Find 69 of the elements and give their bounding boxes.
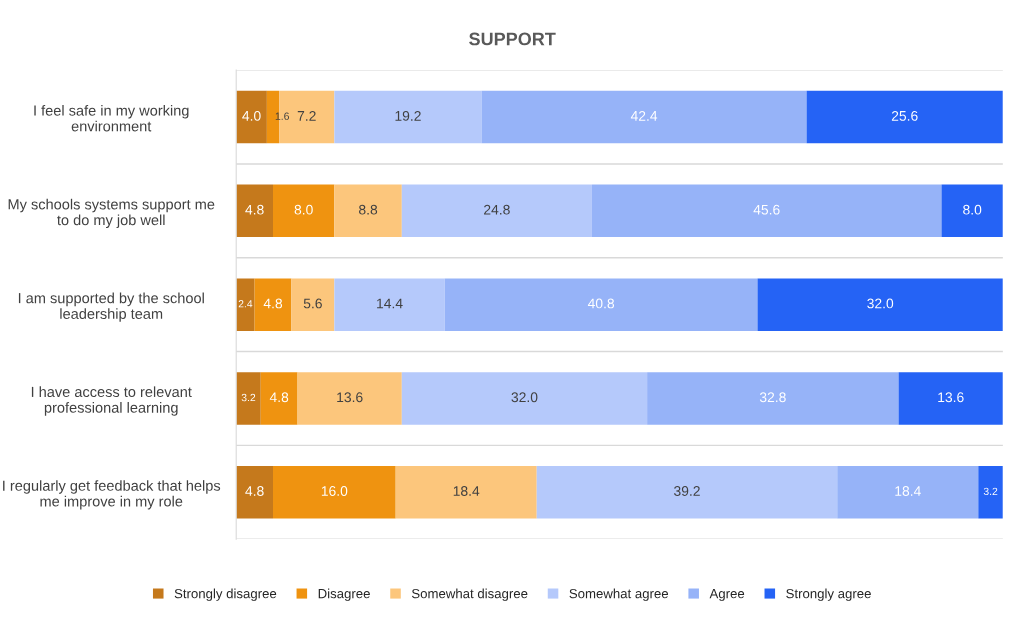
data-label: 7.2 [297,110,316,121]
legend-label: Strongly agree [786,588,871,601]
data-label: 8.8 [359,204,378,215]
y-tick-label: I am supported by the school leadership team [18,292,204,322]
data-label: 32.0 [867,298,894,309]
bar [273,465,396,519]
data-label: 3.2 [983,487,998,496]
legend-label: Disagree [318,588,370,601]
bar [236,465,274,519]
data-label: 42.4 [630,110,658,121]
data-label: 13.6 [337,392,363,403]
legend-label: Agree [709,589,745,601]
bar [837,465,979,519]
data-label: 18.4 [453,486,480,496]
data-label: 14.4 [377,298,403,309]
bar [291,278,335,331]
y-tick-label: I feel safe in my working environment [34,104,189,132]
bar [591,184,942,238]
bar [806,90,1003,144]
y-tick-label: I have access to relevant professional learning [31,386,192,416]
bar [334,90,482,144]
data-label: 25.6 [891,110,918,121]
data-label: 40.8 [587,298,615,309]
data-label: 18.4 [895,486,921,496]
bar [297,372,402,425]
data-label: 24.8 [484,204,510,215]
data-label: 32.8 [759,392,786,403]
legend-label: Strongly disagree [174,588,277,601]
bar [260,372,298,425]
bar [978,465,1003,519]
data-label: 45.6 [753,204,780,215]
bar [941,184,1003,238]
data-label: 19.2 [395,110,421,121]
data-label: 32.0 [511,392,538,403]
bar [444,278,758,331]
bar [273,184,335,238]
data-label: 39.2 [674,486,700,496]
bar [254,278,292,331]
legend-label: Somewhat agree [569,588,669,601]
data-label: 4.0 [242,110,261,121]
data-label: 3.2 [241,393,256,402]
bar [401,372,648,425]
bar [481,90,807,144]
bar [236,372,261,425]
data-label: 5.6 [303,298,322,309]
data-label: 16.0 [321,486,348,496]
data-label: 4.8 [263,298,283,309]
y-tick-label: I regularly get feedback that helps me improve in my role [3,480,221,510]
chart-title: SUPPORT [469,32,556,46]
data-label: 4.8 [269,392,289,403]
bar [334,184,402,238]
bar [757,278,1003,331]
y-tick-label: My schools systems support me to do my job well [8,198,215,229]
bar [647,372,899,425]
bar [334,278,445,331]
data-label: 8.0 [963,204,982,215]
bar [236,90,267,144]
legend-label: Somewhat disagree [411,588,528,601]
bar [401,184,592,238]
bar [536,465,838,519]
data-label: 4.8 [245,486,264,496]
bar [898,372,1003,425]
bar [236,278,255,331]
data-label: 8.0 [294,204,313,215]
bar [236,184,274,238]
bar [395,465,537,519]
data-label: 4.8 [245,204,264,215]
data-label: 2.4 [238,300,253,308]
data-label: 13.6 [938,392,964,403]
